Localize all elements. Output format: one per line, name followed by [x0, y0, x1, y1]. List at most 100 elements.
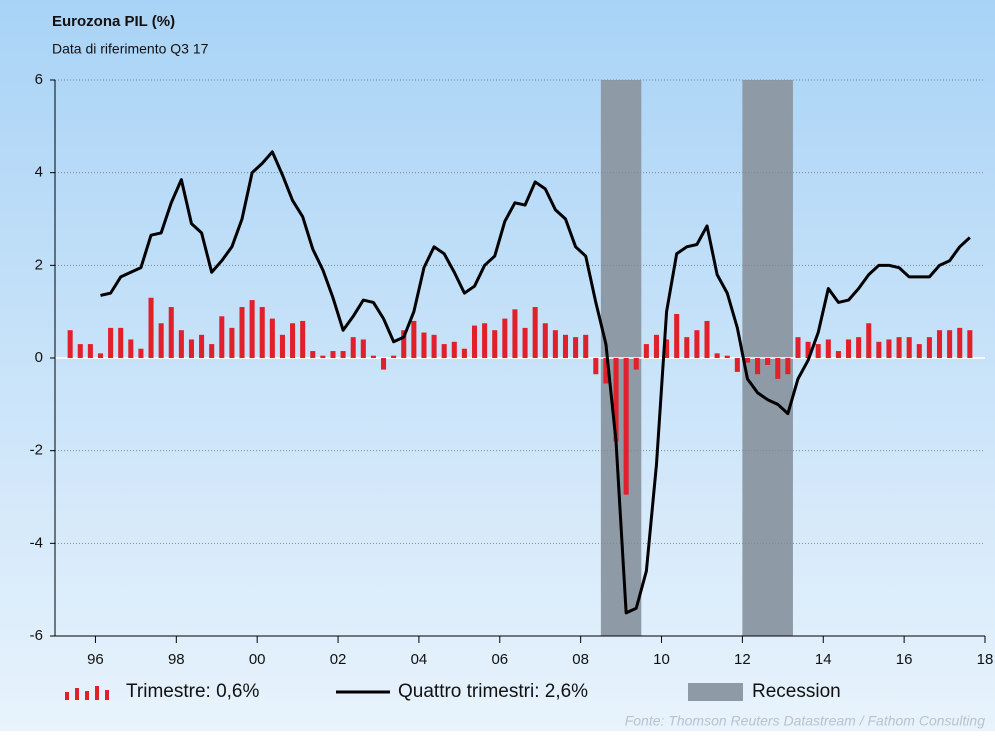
- bar: [229, 327, 235, 358]
- legend-swatch: [688, 683, 743, 701]
- bar: [471, 325, 478, 358]
- bar: [835, 351, 841, 358]
- bar: [188, 339, 194, 358]
- bar: [269, 318, 275, 358]
- y-tick-label: 4: [35, 164, 43, 181]
- bar: [279, 334, 285, 358]
- bar: [603, 358, 609, 384]
- legend-swatch: [65, 692, 69, 700]
- y-tick-label: -2: [30, 442, 43, 459]
- bar: [330, 351, 336, 358]
- y-tick-label: 2: [35, 256, 43, 273]
- x-tick-label: 02: [330, 651, 347, 668]
- y-tick-label: -6: [30, 627, 43, 644]
- x-tick-label: 16: [896, 651, 913, 668]
- bar: [906, 337, 912, 358]
- bar: [461, 348, 467, 358]
- bar: [360, 339, 366, 358]
- bar: [562, 334, 569, 358]
- bar: [583, 334, 589, 358]
- bar: [856, 337, 862, 358]
- y-tick-label: -4: [30, 534, 43, 551]
- bar: [542, 323, 548, 358]
- bar: [340, 351, 346, 358]
- bar: [633, 358, 639, 370]
- bar: [108, 327, 114, 358]
- bar: [846, 339, 852, 358]
- x-tick-label: 14: [815, 651, 832, 668]
- bar: [138, 348, 144, 358]
- bar: [209, 344, 215, 358]
- bar: [755, 358, 761, 375]
- bar: [704, 320, 710, 358]
- bar: [381, 358, 387, 370]
- bar: [451, 341, 457, 358]
- bar: [532, 307, 538, 358]
- bar: [552, 330, 558, 358]
- legend-swatch: [95, 686, 99, 700]
- bar: [148, 297, 154, 358]
- bar: [744, 358, 750, 363]
- x-tick-label: 06: [491, 651, 508, 668]
- bar: [765, 358, 771, 365]
- bar: [613, 358, 619, 442]
- bar: [431, 334, 437, 358]
- x-tick-label: 08: [572, 651, 589, 668]
- bar: [128, 339, 134, 358]
- legend-label: Trimestre: 0,6%: [126, 681, 259, 702]
- x-tick-label: 96: [87, 651, 104, 668]
- legend-swatch: [105, 690, 109, 700]
- bar: [674, 313, 680, 358]
- bar: [512, 309, 518, 358]
- bar: [866, 323, 872, 358]
- bar: [936, 330, 943, 358]
- bar: [118, 327, 124, 358]
- bar: [916, 344, 922, 358]
- x-tick-label: 04: [411, 651, 428, 668]
- y-tick-label: 6: [35, 71, 43, 88]
- bar: [249, 300, 255, 358]
- chart-title: Eurozona PIL (%): [52, 13, 175, 30]
- bar: [310, 351, 316, 358]
- bar: [623, 358, 629, 495]
- bar: [684, 337, 690, 358]
- bar: [97, 353, 104, 358]
- bar: [411, 320, 417, 358]
- bar: [775, 358, 781, 379]
- bar: [714, 353, 720, 358]
- bar: [573, 337, 579, 358]
- bar: [815, 344, 821, 358]
- bar: [401, 330, 407, 358]
- bar: [522, 327, 528, 358]
- bar: [441, 344, 447, 358]
- bar: [734, 358, 740, 372]
- bar: [259, 307, 265, 358]
- line: [100, 150, 971, 615]
- bar: [482, 323, 488, 358]
- bar: [87, 344, 93, 358]
- bar: [896, 337, 902, 358]
- bar: [876, 341, 882, 358]
- bar: [290, 323, 296, 358]
- bar: [158, 323, 164, 358]
- bar: [825, 339, 831, 358]
- bar: [795, 337, 801, 358]
- bar: [785, 358, 791, 375]
- bar: [967, 330, 973, 358]
- bar: [391, 355, 397, 358]
- chart-subtitle: Data di riferimento Q3 17: [52, 41, 209, 57]
- bar: [694, 330, 700, 358]
- bar: [492, 330, 498, 358]
- bar: [886, 339, 892, 358]
- bar: [947, 330, 953, 358]
- bar: [502, 318, 508, 358]
- bar: [219, 316, 225, 358]
- x-tick-label: 12: [734, 651, 751, 668]
- legend-label: Quattro trimestri: 2,6%: [398, 681, 588, 702]
- x-tick-label: 10: [653, 651, 670, 668]
- bar: [370, 355, 376, 358]
- bar: [664, 339, 670, 358]
